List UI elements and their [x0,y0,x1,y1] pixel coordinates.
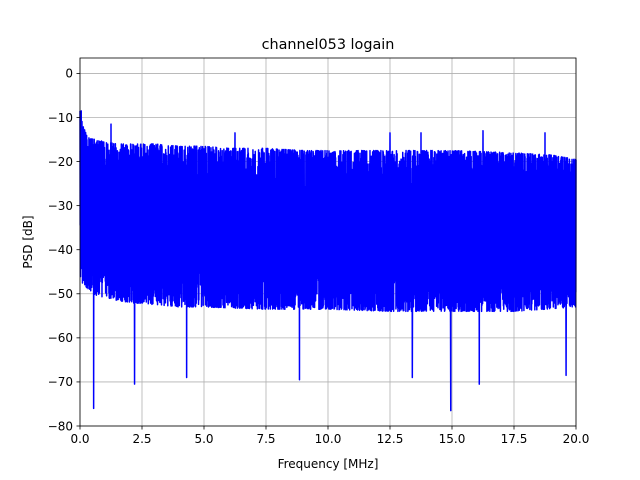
x-tick-label: 2.5 [132,432,151,446]
y-tick-label: −50 [48,287,73,301]
y-tick-label: −80 [48,419,73,433]
x-tick-label: 17.5 [501,432,528,446]
plot-area [79,110,577,412]
x-tick-label: 20.0 [563,432,590,446]
chart-title: channel053 logain [262,37,395,53]
y-tick-label: −10 [48,111,73,125]
x-tick-label: 15.0 [439,432,466,446]
y-tick-label: −70 [48,375,73,389]
x-tick-label: 12.5 [377,432,404,446]
y-tick-label: −40 [48,243,73,257]
psd-series-line [79,110,577,412]
y-tick-label: −60 [48,331,73,345]
x-tick-label: 0.0 [70,432,89,446]
x-tick-label: 5.0 [194,432,213,446]
x-tick-label: 10.0 [315,432,342,446]
y-tick-label: −20 [48,155,73,169]
y-axis-label: PSD [dB] [21,215,35,268]
x-tick-label: 7.5 [256,432,275,446]
ticks: 0.0 2.5 5.0 7.5 10.0 12.5 15.0 17.5 20.0 0 −10 −20 −… [48,67,590,446]
y-tick-label: −30 [48,199,73,213]
y-tick-label: 0 [65,67,73,81]
x-axis-label: Frequency [MHz] [278,457,379,471]
